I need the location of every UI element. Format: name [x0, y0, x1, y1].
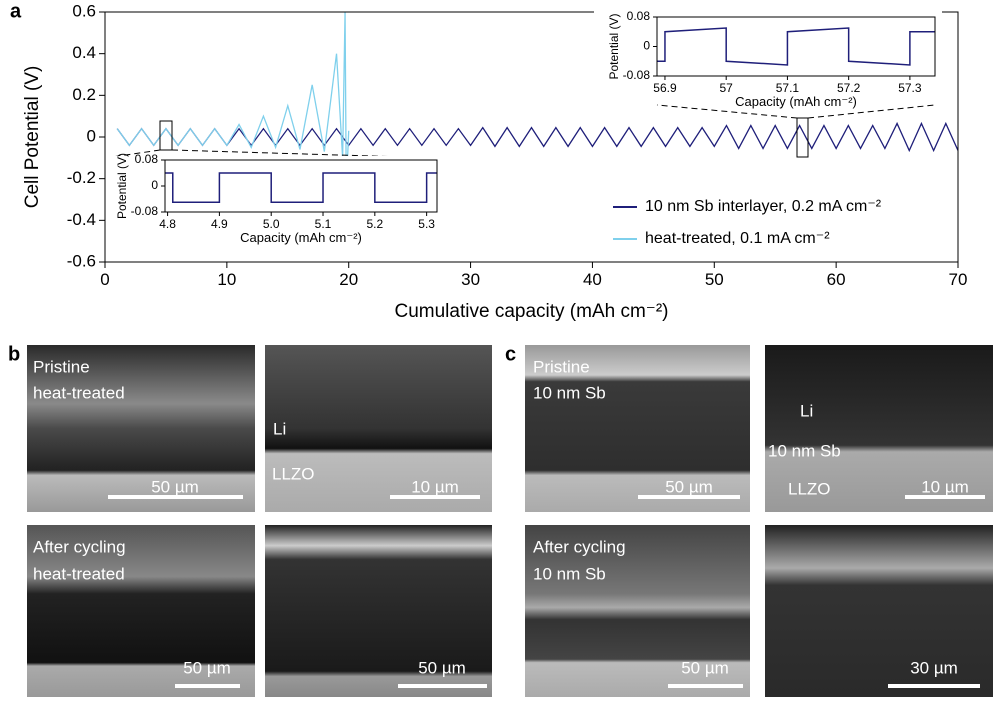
- y-tick-label: -0.2: [67, 168, 96, 187]
- data-line: [116, 11, 350, 190]
- y-tick-label: 0.4: [72, 43, 96, 62]
- image-label: heat-treated: [33, 383, 125, 402]
- y-tick-label: 0: [87, 126, 96, 145]
- y-tick-label: 0.2: [72, 85, 96, 104]
- y-tick-label: -0.4: [67, 210, 96, 229]
- inset-chart: 0.08 0 -0.084.8 4.9 5.0 5.1 5.2 5.3 Capacity (mA…: [115, 152, 438, 245]
- sem-image: 30 µm: [765, 525, 993, 697]
- zoom-box: [159, 120, 173, 151]
- panel-label: a: [10, 0, 22, 22]
- x-tick-label: 57.1: [776, 81, 800, 95]
- plot-frame: [104, 11, 959, 263]
- image-label: Li: [273, 419, 286, 438]
- panel-label: b: [8, 343, 20, 365]
- image: [765, 525, 993, 697]
- x-tick-label: 5.2: [366, 217, 383, 231]
- zoom-box: [796, 117, 809, 158]
- legend-label: 10 nm Sb interlayer, 0.2 mA cm⁻²: [645, 198, 882, 215]
- image: [27, 345, 255, 512]
- scale-label: 50 µm: [665, 477, 713, 496]
- y-tick-label: -0.08: [623, 68, 651, 82]
- y-tick-label: 0: [151, 178, 158, 192]
- image-label: Pristine: [33, 357, 90, 376]
- image: [525, 345, 750, 512]
- x-tick-label: 70: [949, 270, 968, 289]
- image-label: 10 nm Sb: [533, 383, 606, 402]
- y-tick-label: 0.6: [72, 1, 96, 20]
- scale-label: 50 µm: [151, 477, 199, 496]
- y-tick-label: 0.08: [627, 9, 651, 23]
- image: [27, 525, 255, 697]
- inset-background: [106, 156, 442, 259]
- x-tick-label: 5.3: [418, 217, 435, 231]
- image: [265, 345, 492, 512]
- y-axis-title: Potential (V): [607, 13, 621, 79]
- x-tick-label: 57: [720, 81, 734, 95]
- image-label: LLZO: [272, 464, 315, 483]
- x-tick-label: 5.1: [315, 217, 332, 231]
- image-label: Pristine: [533, 357, 590, 376]
- plot-frame: [656, 16, 936, 77]
- zoom-line: [807, 104, 936, 119]
- legend-label: heat-treated, 0.1 mA cm⁻²: [645, 230, 830, 247]
- y-tick-label: 0: [643, 39, 650, 53]
- x-tick-label: 10: [217, 270, 236, 289]
- y-axis-title: Cell Potential (V): [22, 66, 43, 209]
- sem-image: 50 µm: [265, 525, 492, 697]
- image-label: LLZO: [788, 479, 831, 498]
- image-label: heat-treated: [33, 564, 125, 583]
- y-tick-label: -0.08: [131, 204, 159, 218]
- scale-label: 10 µm: [411, 477, 459, 496]
- sem-image: Li LLZO 10 µm: [265, 345, 492, 512]
- y-tick-label: 0.08: [135, 152, 159, 166]
- x-tick-label: 5.0: [263, 217, 280, 231]
- inset-background: [594, 6, 942, 104]
- sem-image: After cycling heat-treated 50 µm: [27, 525, 255, 697]
- image-label: 10 nm Sb: [533, 564, 606, 583]
- data-line: [116, 121, 959, 153]
- plot-frame: [164, 159, 438, 213]
- x-axis-title: Cumulative capacity (mAh cm⁻²): [395, 301, 669, 322]
- data-line: [657, 27, 935, 66]
- y-tick-label: -0.6: [67, 251, 96, 270]
- zoom-line: [656, 104, 798, 119]
- x-tick-label: 4.9: [211, 217, 228, 231]
- x-tick-label: 20: [339, 270, 358, 289]
- scale-label: 10 µm: [921, 477, 969, 496]
- image-label: After cycling: [533, 537, 626, 556]
- sem-image: After cycling 10 nm Sb 50 µm: [525, 525, 750, 697]
- x-tick-label: 57.2: [837, 81, 861, 95]
- image: [765, 345, 993, 512]
- main-chart: 0.60.40.20-0.2-0.4-0.60 10 20 30 40 50 60 70Cum…: [22, 1, 967, 322]
- image-label: After cycling: [33, 537, 126, 556]
- x-tick-label: 30: [461, 270, 480, 289]
- x-tick-label: 0: [100, 270, 109, 289]
- sem-image: Pristine 10 nm Sb 50 µm: [525, 345, 750, 512]
- x-axis-title: Capacity (mAh cm⁻²): [240, 230, 362, 245]
- sem-image: Li 10 nm Sb LLZO 10 µm: [765, 345, 993, 512]
- x-tick-label: 50: [705, 270, 724, 289]
- scale-label: 50 µm: [183, 658, 231, 677]
- image: [525, 525, 750, 697]
- panel-label: c: [505, 343, 516, 365]
- scale-label: 50 µm: [418, 658, 466, 677]
- zoom-line: [111, 149, 161, 158]
- x-tick-label: 40: [583, 270, 602, 289]
- scale-label: 30 µm: [910, 658, 958, 677]
- x-axis-title: Capacity (mAh cm⁻²): [735, 94, 857, 109]
- image: [265, 525, 492, 697]
- x-tick-label: 4.8: [159, 217, 176, 231]
- image-label: Li: [800, 401, 813, 420]
- scale-label: 50 µm: [681, 658, 729, 677]
- data-line: [165, 172, 437, 203]
- x-tick-label: 60: [827, 270, 846, 289]
- x-tick-label: 56.9: [653, 81, 677, 95]
- sem-image: Pristine heat-treated 50 µm: [27, 345, 255, 512]
- image-label: 10 nm Sb: [768, 441, 841, 460]
- x-tick-label: 57.3: [898, 81, 922, 95]
- y-axis-title: Potential (V): [115, 153, 129, 219]
